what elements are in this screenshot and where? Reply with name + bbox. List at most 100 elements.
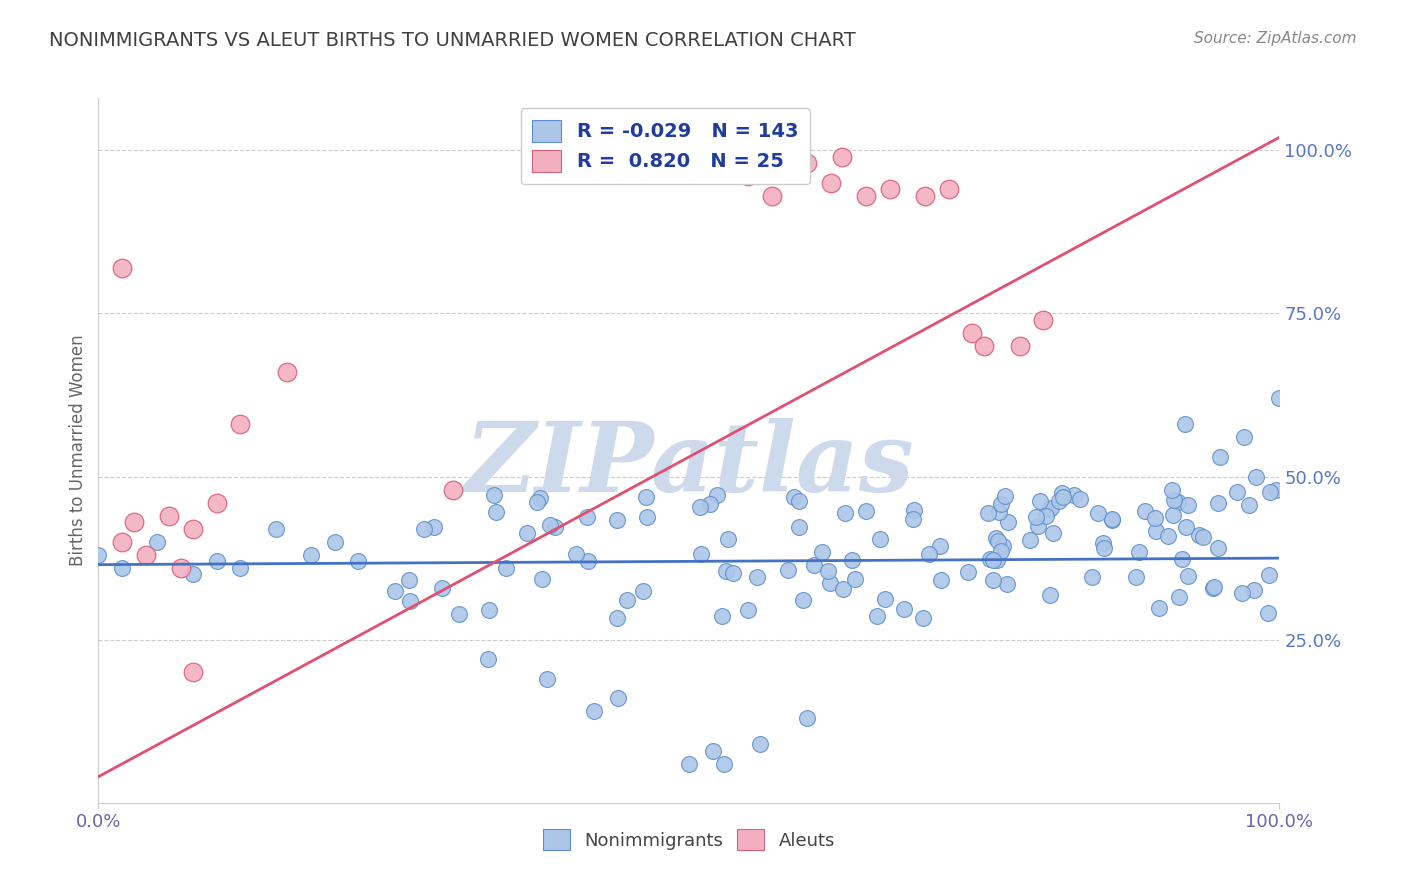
Point [1039, 501, 1062, 516]
Point [276, 365, 298, 379]
Point [787, 494, 810, 508]
Point [495, 561, 517, 575]
Point [576, 509, 599, 524]
Point [478, 603, 501, 617]
Point [1167, 495, 1189, 509]
Point [565, 547, 588, 561]
Point [717, 532, 740, 546]
Point [111, 534, 134, 549]
Point [938, 182, 960, 196]
Point [977, 506, 1000, 520]
Point [1243, 583, 1265, 598]
Point [988, 505, 1011, 519]
Point [997, 515, 1019, 529]
Point [1168, 590, 1191, 604]
Point [1035, 509, 1057, 524]
Point [990, 544, 1012, 558]
Point [903, 503, 925, 517]
Point [529, 491, 551, 505]
Point [737, 603, 759, 617]
Point [1233, 430, 1256, 444]
Point [576, 554, 599, 568]
Point [181, 665, 204, 680]
Point [606, 610, 628, 624]
Point [1177, 568, 1199, 582]
Point [1047, 494, 1070, 508]
Point [1101, 513, 1123, 527]
Point [979, 552, 1001, 566]
Point [170, 561, 193, 575]
Point [678, 756, 700, 771]
Point [787, 520, 810, 534]
Point [111, 260, 134, 275]
Point [912, 611, 935, 625]
Point [689, 500, 711, 514]
Point [855, 504, 877, 518]
Legend: Nonimmigrants, Aleuts: Nonimmigrants, Aleuts [536, 822, 842, 857]
Point [844, 572, 866, 586]
Point [1025, 510, 1047, 524]
Point [929, 573, 952, 587]
Point [783, 490, 806, 504]
Point [1206, 496, 1229, 510]
Point [441, 483, 464, 497]
Point [1144, 524, 1167, 539]
Point [1069, 491, 1091, 506]
Point [811, 545, 834, 559]
Point [986, 553, 1008, 567]
Text: Source: ZipAtlas.com: Source: ZipAtlas.com [1194, 31, 1357, 46]
Point [1163, 493, 1185, 508]
Point [745, 570, 768, 584]
Point [399, 593, 422, 607]
Point [1226, 484, 1249, 499]
Text: NONIMMIGRANTS VS ALEUT BIRTHS TO UNMARRIED WOMEN CORRELATION CHART: NONIMMIGRANTS VS ALEUT BIRTHS TO UNMARRI… [49, 31, 856, 50]
Point [1268, 391, 1291, 405]
Point [157, 508, 180, 523]
Point [636, 490, 658, 504]
Point [817, 564, 839, 578]
Point [1008, 339, 1031, 353]
Point [87, 548, 110, 562]
Point [264, 522, 287, 536]
Point [901, 512, 924, 526]
Point [1026, 518, 1049, 533]
Point [482, 487, 505, 501]
Point [1092, 541, 1115, 555]
Point [1101, 512, 1123, 526]
Point [918, 548, 941, 562]
Point [432, 581, 454, 595]
Point [1258, 484, 1281, 499]
Point [299, 548, 322, 562]
Point [973, 339, 995, 353]
Point [792, 593, 814, 607]
Point [716, 565, 738, 579]
Point [229, 561, 252, 575]
Text: ZIPatlas: ZIPatlas [464, 417, 914, 511]
Point [1042, 526, 1064, 541]
Point [706, 488, 728, 502]
Point [538, 518, 561, 533]
Point [832, 582, 855, 596]
Point [986, 531, 1008, 545]
Point [636, 510, 658, 524]
Point [1201, 581, 1223, 595]
Point [1133, 504, 1156, 518]
Point [995, 577, 1018, 591]
Point [1032, 313, 1054, 327]
Point [544, 519, 567, 533]
Point [530, 572, 553, 586]
Point [737, 169, 759, 184]
Point [1147, 601, 1170, 615]
Point [962, 326, 984, 340]
Point [1188, 528, 1211, 542]
Point [1052, 486, 1074, 500]
Point [1206, 541, 1229, 555]
Point [723, 566, 745, 580]
Point [583, 705, 606, 719]
Point [1063, 488, 1085, 502]
Point [1171, 552, 1194, 566]
Point [855, 189, 877, 203]
Point [1177, 498, 1199, 512]
Point [957, 565, 980, 579]
Point [1230, 585, 1253, 599]
